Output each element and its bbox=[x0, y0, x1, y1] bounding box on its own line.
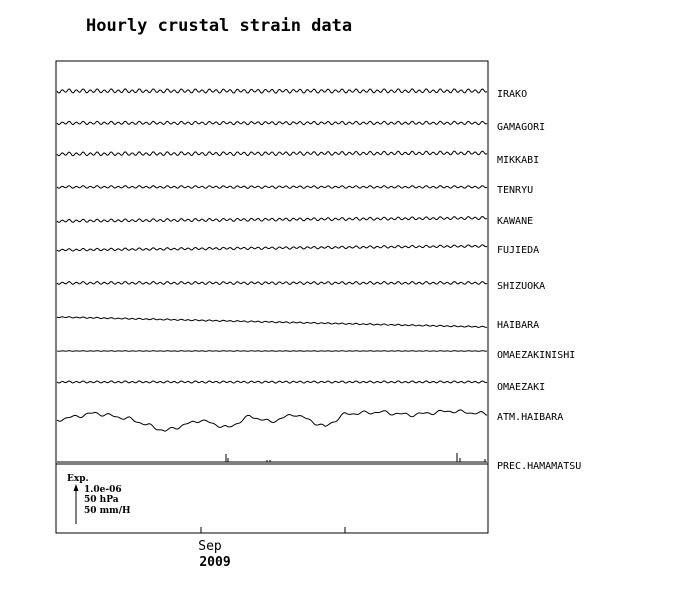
station-label-kawane: KAWANE bbox=[497, 216, 533, 227]
station-label-haibara: HAIBARA bbox=[497, 320, 539, 331]
chart-title: Hourly crustal strain data bbox=[86, 16, 352, 36]
scale-strain: 1.0e-06 bbox=[84, 485, 122, 495]
trace-prec-hamamatsu bbox=[57, 453, 487, 463]
trace-irako bbox=[56, 88, 488, 94]
trace-gamagori bbox=[56, 120, 488, 126]
station-label-irako: IRAKO bbox=[497, 89, 527, 100]
traces-group bbox=[56, 88, 488, 463]
trace-haibara bbox=[56, 316, 488, 328]
station-label-gamagori: GAMAGORI bbox=[497, 122, 545, 133]
trace-omaezaki bbox=[56, 380, 488, 384]
scale-legend: Exp. 1.0e-06 50 hPa 50 mm/H bbox=[67, 474, 131, 524]
trace-omaezakinishi bbox=[56, 350, 488, 352]
scale-precip: 50 mm/H bbox=[84, 506, 131, 516]
x-tick-label-sep: Sep bbox=[198, 539, 222, 554]
station-label-prec-hamamatsu: PREC.HAMAMATSU bbox=[497, 461, 581, 472]
x-tick-label-year: 2009 bbox=[199, 555, 230, 570]
station-label-omaezakinishi: OMAEZAKINISHI bbox=[497, 350, 575, 361]
scale-arrow-head-icon bbox=[73, 484, 79, 491]
trace-mikkabi bbox=[56, 150, 488, 157]
station-label-omaezaki: OMAEZAKI bbox=[497, 382, 545, 393]
scale-legend-heading: Exp. bbox=[67, 474, 89, 484]
station-label-shizuoka: SHIZUOKA bbox=[497, 281, 545, 292]
station-label-fujieda: FUJIEDA bbox=[497, 245, 539, 256]
scale-pressure: 50 hPa bbox=[84, 495, 119, 505]
trace-atm-haibara bbox=[56, 409, 488, 432]
station-label-mikkabi: MIKKABI bbox=[497, 155, 539, 166]
station-label-tenryu: TENRYU bbox=[497, 185, 533, 196]
trace-tenryu bbox=[56, 185, 488, 189]
trace-kawane bbox=[56, 216, 488, 224]
trace-shizuoka bbox=[56, 281, 488, 285]
trace-fujieda bbox=[56, 244, 488, 252]
station-labels-group: IRAKO GAMAGORI MIKKABI TENRYU KAWANE FUJIEDA S… bbox=[497, 89, 581, 472]
station-label-atm-haibara: ATM.HAIBARA bbox=[497, 412, 563, 423]
plot-frame bbox=[55, 60, 489, 534]
